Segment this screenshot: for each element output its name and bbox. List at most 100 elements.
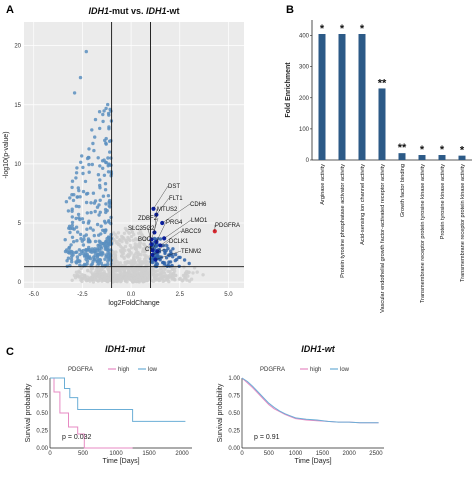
category-label: Transmembrane receptor protein tyrosine … — [420, 164, 426, 303]
data-point — [124, 276, 128, 280]
panel-c-label: C — [6, 346, 14, 358]
x-tick-label: 1500 — [142, 451, 156, 457]
data-point — [68, 230, 72, 235]
x-tick-label: -2.5 — [77, 292, 88, 298]
gene-label-dclk1: DCLK1 — [169, 239, 189, 245]
data-point — [89, 210, 93, 215]
bar-7 — [458, 155, 466, 160]
data-point — [102, 219, 107, 223]
km-title: IDH1-mut — [105, 344, 146, 354]
data-point — [97, 243, 102, 247]
data-point — [96, 279, 100, 283]
data-point — [91, 228, 95, 232]
data-point — [107, 204, 111, 208]
data-point — [141, 277, 145, 281]
legend-label-high: high — [118, 367, 129, 373]
gene-label-leader — [152, 238, 159, 251]
data-point — [112, 277, 116, 282]
data-point — [74, 250, 78, 255]
data-point — [106, 111, 111, 116]
y-axis-label: -log10(p-value) — [3, 131, 10, 178]
data-point — [79, 160, 83, 164]
data-point — [133, 269, 137, 273]
p-value: p = 0.032 — [62, 434, 91, 441]
gene-label-cdh6: CDH6 — [190, 202, 207, 208]
data-point — [143, 274, 147, 278]
panel-a-label: A — [6, 4, 14, 16]
data-point — [87, 162, 91, 167]
data-point — [162, 274, 166, 279]
data-point — [107, 277, 111, 281]
x-tick-label: 0 — [48, 451, 52, 457]
data-point — [115, 260, 119, 264]
data-point — [112, 264, 117, 268]
data-point — [95, 248, 100, 253]
data-point — [131, 225, 135, 229]
data-point — [127, 276, 131, 280]
data-point — [99, 261, 104, 265]
data-point — [67, 245, 72, 250]
x-axis-label: Time [Days] — [102, 458, 139, 465]
data-point — [155, 272, 160, 277]
bar-1 — [338, 34, 346, 160]
data-point — [90, 247, 94, 251]
y-tick-label: 1.00 — [36, 376, 48, 382]
data-point — [98, 258, 103, 262]
data-point — [95, 222, 100, 227]
y-tick-label: 300 — [299, 65, 310, 71]
data-point — [70, 215, 75, 219]
data-point — [93, 239, 98, 244]
data-point — [90, 162, 95, 167]
data-point — [85, 262, 89, 266]
data-point — [81, 220, 86, 225]
data-point — [80, 277, 84, 281]
data-point — [93, 209, 97, 214]
data-point — [101, 228, 105, 232]
data-point — [166, 246, 170, 251]
data-point — [103, 257, 107, 261]
data-point — [74, 225, 79, 229]
data-point — [127, 231, 132, 235]
legend-label-low: low — [340, 367, 350, 373]
data-point — [87, 156, 91, 160]
data-point — [96, 274, 101, 278]
data-point — [109, 232, 113, 237]
y-tick-label: 0.00 — [228, 446, 240, 452]
data-point — [70, 223, 75, 228]
data-point — [109, 174, 113, 178]
volcano-plot: DST FLT1 CDH6 MTUS2 LMO1 ZDBF2 PRG4 SLC35G2 ABCC… — [3, 6, 244, 307]
data-point — [70, 278, 74, 282]
y-tick-label: 0 — [18, 280, 22, 286]
data-point — [128, 249, 132, 254]
y-axis-label: Survival probability — [25, 383, 32, 442]
significance-marker: * — [340, 23, 345, 35]
data-point — [150, 260, 155, 265]
data-point — [70, 207, 74, 211]
km-title: IDH1-wt — [301, 344, 336, 354]
data-point — [90, 128, 94, 132]
gene-label-leader — [160, 230, 182, 246]
data-point — [91, 141, 95, 146]
data-point — [173, 252, 178, 257]
data-point — [105, 243, 110, 248]
data-point — [113, 268, 117, 273]
data-point — [74, 204, 79, 208]
y-axis-label: Fold Enrichment — [285, 62, 292, 118]
data-point — [103, 188, 108, 192]
category-label: Protein tyrosine phosphatase activator a… — [340, 164, 346, 278]
data-point — [70, 260, 74, 264]
x-tick-label: 2.5 — [176, 292, 185, 298]
survival-curve-high — [241, 377, 379, 424]
y-tick-label: 5 — [18, 221, 22, 227]
gene-label-leader — [155, 250, 182, 260]
data-point — [70, 193, 74, 197]
data-point — [168, 272, 173, 276]
data-point — [79, 237, 83, 241]
data-point — [102, 173, 107, 177]
bar-6 — [438, 155, 446, 160]
gene-label-mtus2: MTUS2 — [157, 207, 178, 213]
y-tick-label: 0.50 — [228, 411, 240, 417]
gene-label-abcc9: ABCC9 — [181, 229, 202, 235]
data-point — [195, 270, 199, 274]
survival-curve-high — [50, 377, 133, 449]
